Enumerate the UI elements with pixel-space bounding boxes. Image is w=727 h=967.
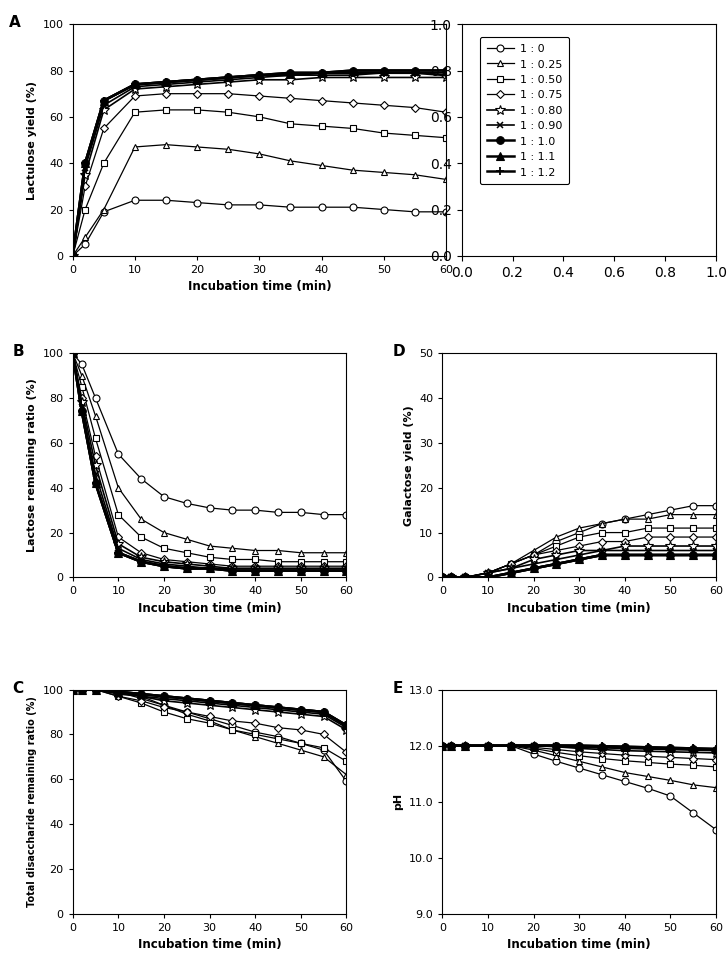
Y-axis label: Lactose remaining ratio (%): Lactose remaining ratio (%) xyxy=(27,378,37,552)
X-axis label: Incubation time (min): Incubation time (min) xyxy=(507,938,651,952)
Text: B: B xyxy=(12,344,24,359)
Legend: 1 : 0, 1 : 0.25, 1 : 0.50, 1 : 0.75, 1 : 0.80, 1 : 0.90, 1 : 1.0, 1 : 1.1, 1 : 1: 1 : 0, 1 : 0.25, 1 : 0.50, 1 : 0.75, 1 :… xyxy=(480,37,569,185)
Text: A: A xyxy=(9,15,21,30)
Text: E: E xyxy=(393,681,403,695)
Y-axis label: Total disaccharide remaining ratio (%): Total disaccharide remaining ratio (%) xyxy=(27,696,37,907)
Y-axis label: Galactose yield (%): Galactose yield (%) xyxy=(403,405,414,526)
X-axis label: Incubation time (min): Incubation time (min) xyxy=(138,938,281,952)
Text: D: D xyxy=(393,344,406,359)
Text: C: C xyxy=(12,681,23,695)
Y-axis label: pH: pH xyxy=(393,793,403,810)
X-axis label: Incubation time (min): Incubation time (min) xyxy=(188,280,331,293)
X-axis label: Incubation time (min): Incubation time (min) xyxy=(507,602,651,615)
Y-axis label: Lactulose yield (%): Lactulose yield (%) xyxy=(27,80,37,199)
X-axis label: Incubation time (min): Incubation time (min) xyxy=(138,602,281,615)
